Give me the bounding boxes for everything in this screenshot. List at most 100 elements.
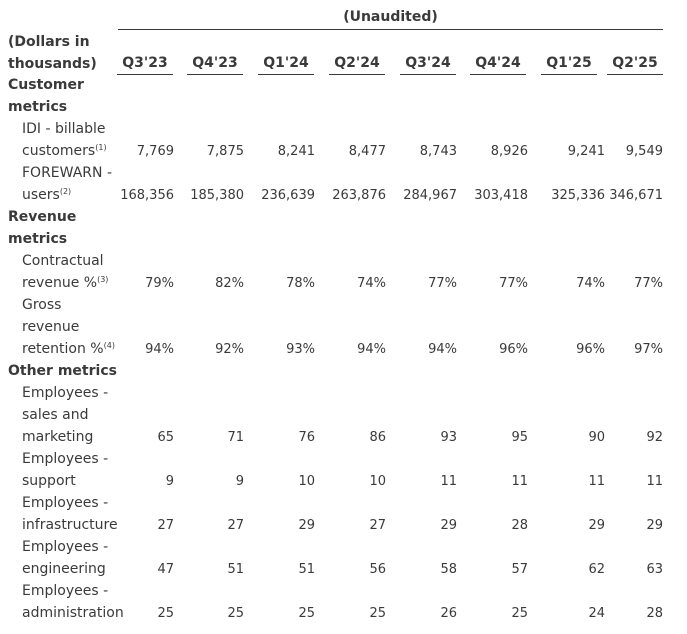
metric-label: Employees - engineering (22, 536, 122, 580)
metric-label-line: marketing (22, 426, 122, 448)
section-heading-other: Other metrics (8, 360, 118, 382)
table-cell: 94% (145, 342, 174, 357)
table-cell: 11 (511, 474, 528, 489)
column-header: Q1'24 (263, 55, 309, 71)
metric-label: Employees - infrastructure (22, 492, 122, 536)
footnote-marker: (1) (95, 143, 107, 152)
table-cell: 325,336 (551, 188, 605, 203)
metric-label-line: Gross (22, 294, 122, 316)
table-cell: 346,671 (609, 188, 663, 203)
table-cell: 284,967 (403, 188, 457, 203)
table-cell: 65 (157, 430, 174, 445)
column-header-rule (329, 74, 385, 75)
footnote-marker: (3) (97, 275, 109, 284)
table-cell: 86 (369, 430, 386, 445)
metric-label-text: Gross (22, 297, 62, 313)
metric-label: Contractual revenue %(3) (22, 250, 122, 294)
units-line-1: (Dollars in (8, 34, 90, 50)
metric-label-line: Employees - (22, 448, 122, 470)
footnote-marker: (2) (59, 187, 72, 196)
metric-label-line: Employees - (22, 580, 122, 602)
table-cell: 28 (646, 606, 663, 621)
table-cell: 90 (588, 430, 605, 445)
metric-label: Employees - support (22, 448, 122, 492)
metric-label-line: IDI - billable (22, 118, 122, 140)
metric-label-line: Employees - (22, 492, 122, 514)
metric-label-line: FOREWARN - (22, 162, 122, 184)
units-line-2: thousands) (8, 56, 97, 72)
footnote-marker: (4) (103, 341, 115, 350)
table-cell: 27 (369, 518, 386, 533)
column-header: Q4'23 (192, 55, 238, 71)
table-cell: 11 (646, 474, 663, 489)
table-cell: 11 (588, 474, 605, 489)
table-cell: 29 (588, 518, 605, 533)
column-header-rule (541, 74, 597, 75)
section-heading-line: Other metrics (8, 363, 117, 379)
column-header-rule (258, 74, 314, 75)
metric-label-line: engineering (22, 558, 122, 580)
metric-label-line: Employees - (22, 382, 122, 404)
table-cell: 10 (298, 474, 315, 489)
metric-label-line: Employees - (22, 536, 122, 558)
column-header: Q4'24 (475, 55, 521, 71)
table-cell: 29 (440, 518, 457, 533)
metric-label-line: infrastructure (22, 514, 122, 536)
metric-label-text: Employees - (22, 495, 109, 511)
table-cell: 79% (145, 276, 174, 291)
section-heading-customer: Customer metrics (8, 74, 118, 118)
table-cell: 7,769 (136, 144, 174, 159)
metric-label-text: users (22, 187, 60, 203)
section-heading-line: metrics (8, 231, 68, 247)
table-cell: 63 (646, 562, 663, 577)
table-cell: 57 (511, 562, 528, 577)
table-cell: 9 (165, 474, 174, 489)
table-cell: 96% (576, 342, 605, 357)
metric-label-line: administration (22, 602, 124, 624)
table-cell: 236,639 (261, 188, 315, 203)
table-cell: 185,380 (190, 188, 244, 203)
table-cell: 8,241 (277, 144, 315, 159)
table-cell: 25 (298, 606, 315, 621)
metric-label-line: revenue %(3) (22, 272, 122, 294)
metric-label-line: users(2) (22, 184, 122, 206)
metric-label-text: FOREWARN - (22, 165, 113, 181)
table-cell: 92 (646, 430, 663, 445)
metric-label-line: customers(1) (22, 140, 122, 162)
table-cell: 7,875 (206, 144, 244, 159)
metric-label-text: Employees - (22, 583, 109, 599)
table-cell: 27 (157, 518, 174, 533)
table-cell: 25 (227, 606, 244, 621)
metric-label-text: IDI - billable (22, 121, 106, 137)
table-cell: 28 (511, 518, 528, 533)
table-cell: 27 (227, 518, 244, 533)
column-header-rule (607, 74, 663, 75)
table-cell: 24 (588, 606, 605, 621)
column-header-rule (470, 74, 526, 75)
table-cell: 9,549 (625, 144, 663, 159)
metric-label-line: Contractual (22, 250, 122, 272)
table-cell: 51 (227, 562, 244, 577)
column-header-rule (400, 74, 456, 75)
table-cell: 303,418 (474, 188, 528, 203)
table-cell: 263,876 (332, 188, 386, 203)
table-cell: 74% (576, 276, 605, 291)
table-cell: 76 (298, 430, 315, 445)
metric-label-line: revenue (22, 316, 122, 338)
table-cell: 25 (511, 606, 528, 621)
table-cell: 26 (440, 606, 457, 621)
table-cell: 25 (369, 606, 386, 621)
column-header-rule (187, 74, 243, 75)
column-header: Q1'25 (546, 55, 592, 71)
metric-label-text: marketing (22, 429, 94, 445)
metric-label-text: infrastructure (22, 517, 118, 533)
unaudited-label: (Unaudited) (343, 9, 438, 25)
metric-label: IDI - billable customers(1) (22, 118, 122, 162)
table-cell: 82% (215, 276, 244, 291)
table-cell: 92% (215, 342, 244, 357)
section-heading-line: Customer (8, 77, 84, 93)
table-cell: 71 (227, 430, 244, 445)
table-cell: 58 (440, 562, 457, 577)
metric-label-line: sales and (22, 404, 122, 426)
metric-label-text: retention % (22, 341, 104, 357)
